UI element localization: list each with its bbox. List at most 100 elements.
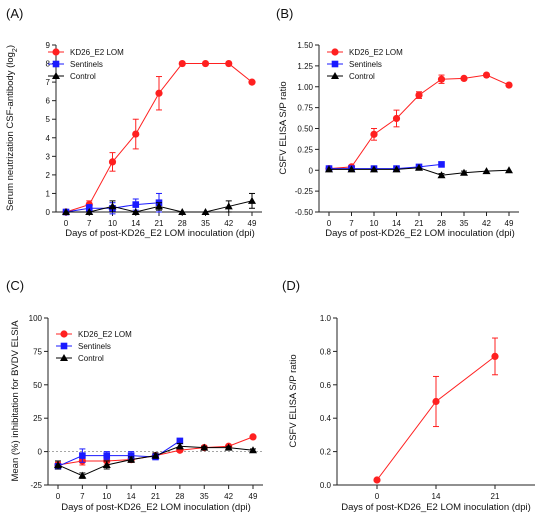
data-point [155,202,163,210]
x-tick-label: 21 [151,492,160,501]
x-tick-label: 14 [127,492,136,501]
data-point [370,130,378,138]
y-tick-label: 0.2 [320,448,332,457]
x-tick-label: 35 [460,219,469,228]
data-point [373,476,381,484]
y-tick-label: 3 [46,152,51,161]
y-axis-label: CSFV ELISA S/P ratio [278,81,289,174]
x-tick-label: 35 [201,219,210,228]
y-tick-label: 0 [309,166,314,175]
x-tick-label: 21 [415,219,424,228]
x-tick-label: 28 [437,219,446,228]
data-point [482,71,491,79]
data-point [132,130,140,138]
x-axis-label: Days of post-KD26_E2 LOM inoculation (dp… [61,502,251,513]
x-tick-label: 42 [482,219,491,228]
x-tick-label: 42 [224,492,233,501]
data-point [325,165,333,173]
data-point [248,196,256,204]
data-point [131,208,140,215]
series-control [325,163,513,179]
data-point [347,165,356,173]
legend-marker [331,48,339,56]
data-point [225,59,233,68]
y-tick-label: 0.8 [320,347,332,356]
y-axis-label-tail: ) [5,45,16,48]
data-point [224,443,233,451]
y-tick-label: 2 [46,171,51,180]
data-point [249,433,257,441]
y-tick-label: 5 [46,115,51,124]
data-point [415,163,423,171]
x-tick-label: 28 [175,492,184,501]
y-axis-label: CSFV ELISA S/P ratio [288,354,299,447]
legend-label: KD26_E2 LOM [70,48,124,57]
series-line [329,163,442,170]
y-axis-label: Mean (%) inhibitation for BVDV ELSIA [10,320,21,482]
data-point [176,437,184,445]
y-tick-label: 1.50 [297,41,313,50]
legend-label: Control [70,72,96,81]
y-tick-label: 0.50 [297,125,313,134]
x-tick-label: 0 [64,219,69,228]
y-tick-label: 0.4 [320,414,332,423]
data-point [248,78,256,86]
data-point [178,59,186,68]
y-tick-label: 25 [33,414,42,423]
data-point [85,208,94,215]
x-tick-label: 21 [155,219,164,228]
series-control [62,192,256,215]
x-axis-label: Days of post-KD26_E2 LOM inoculation (dp… [65,228,255,239]
y-tick-label: 100 [29,314,43,323]
x-tick-label: 10 [370,219,379,228]
panel-label: (A) [6,6,23,21]
data-point [392,165,401,173]
data-point [415,91,423,99]
legend-marker [331,60,339,68]
y-tick-label: 7 [46,78,51,87]
data-point [438,161,445,168]
legend-marker [60,330,68,338]
data-point [79,452,86,459]
data-point [127,452,135,459]
y-tick-label: 0.6 [320,381,332,390]
x-axis-label: Days of post-KD26_E2 LOM inoculation (dp… [341,502,531,513]
data-point [175,442,184,450]
data-point [201,208,210,215]
y-tick-label: 75 [33,347,42,356]
y-tick-label: 0.75 [297,104,313,113]
legend-label: Control [78,354,104,363]
data-point [132,201,140,208]
y-tick-label: 0.25 [297,145,313,154]
legend-label: Control [349,72,375,81]
y-axis-label-subscript: 2 [12,48,19,52]
legend: KD26_E2 LOM Sentinels Control [48,48,124,81]
x-tick-label: 49 [248,219,257,228]
y-axis-label: Serum neutrization CSF-antibody (log2) [5,45,19,211]
y-tick-label: -0.50 [295,208,314,217]
legend-marker [52,60,60,68]
x-tick-label: 28 [178,219,187,228]
x-tick-label: 14 [392,219,401,228]
data-point [437,171,446,179]
data-point [370,165,378,173]
data-point [392,114,401,123]
legend-marker [52,72,60,79]
legend-label: KD26_E2 LOM [78,330,132,339]
y-tick-label: 0.0 [320,481,332,490]
y-tick-label: 1.00 [297,83,313,92]
data-point [460,74,468,82]
series-control [54,442,257,479]
panel-label: (C) [6,278,24,293]
legend-marker [60,342,68,350]
x-tick-label: 42 [224,219,233,228]
data-point [201,59,210,68]
x-tick-label: 14 [432,492,441,501]
x-tick-label: 49 [249,492,258,501]
y-tick-label: 1.25 [297,62,313,71]
legend-marker [331,72,339,79]
data-point [108,202,117,210]
legend-label: Sentinels [70,60,103,69]
